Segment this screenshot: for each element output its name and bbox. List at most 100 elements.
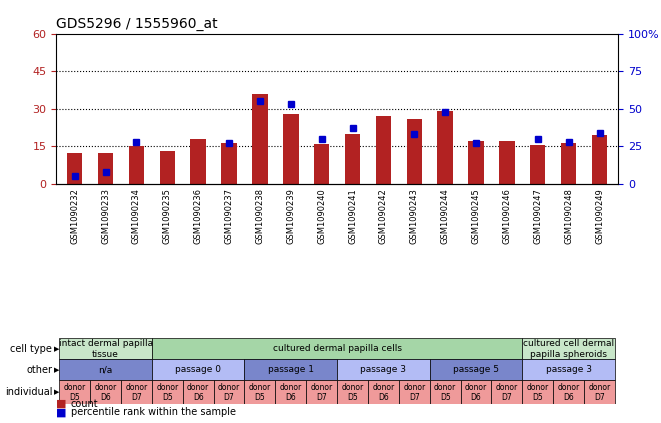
Text: ▶: ▶ xyxy=(54,346,59,352)
Bar xyxy=(345,134,360,184)
Bar xyxy=(152,360,245,380)
Text: ▶: ▶ xyxy=(54,389,59,395)
Bar xyxy=(90,380,121,404)
Bar xyxy=(314,144,329,184)
Text: D6: D6 xyxy=(563,393,574,402)
Bar xyxy=(430,360,522,380)
Bar xyxy=(245,360,337,380)
Text: passage 3: passage 3 xyxy=(545,365,592,374)
Text: passage 3: passage 3 xyxy=(360,365,407,374)
Text: n/a: n/a xyxy=(98,365,113,374)
Text: count: count xyxy=(71,399,98,409)
Bar xyxy=(522,360,615,380)
Text: D7: D7 xyxy=(131,393,142,402)
Text: donor: donor xyxy=(63,383,86,392)
Bar xyxy=(221,143,237,184)
Text: D7: D7 xyxy=(409,393,420,402)
Bar xyxy=(152,338,522,360)
Text: GSM1090245: GSM1090245 xyxy=(471,188,481,244)
Bar xyxy=(561,143,576,184)
Text: GSM1090235: GSM1090235 xyxy=(163,188,172,244)
Bar xyxy=(59,338,152,360)
Bar xyxy=(438,111,453,184)
Text: GSM1090248: GSM1090248 xyxy=(564,188,573,244)
Text: ■: ■ xyxy=(56,407,67,418)
Text: D6: D6 xyxy=(286,393,296,402)
Text: D7: D7 xyxy=(317,393,327,402)
Text: GDS5296 / 1555960_at: GDS5296 / 1555960_at xyxy=(56,17,218,31)
Text: cell type: cell type xyxy=(11,344,52,354)
Bar xyxy=(553,380,584,404)
Text: ▶: ▶ xyxy=(54,367,59,373)
Text: passage 1: passage 1 xyxy=(268,365,314,374)
Text: D7: D7 xyxy=(223,393,235,402)
Text: D5: D5 xyxy=(347,393,358,402)
Bar xyxy=(98,153,113,184)
Text: donor: donor xyxy=(557,383,580,392)
Bar xyxy=(468,141,484,184)
Bar xyxy=(461,380,492,404)
Text: D5: D5 xyxy=(162,393,173,402)
Bar xyxy=(59,380,90,404)
Text: GSM1090234: GSM1090234 xyxy=(132,188,141,244)
Text: D5: D5 xyxy=(69,393,80,402)
Text: passage 0: passage 0 xyxy=(175,365,221,374)
Text: intact dermal papilla
tissue: intact dermal papilla tissue xyxy=(59,339,153,359)
Bar xyxy=(214,380,245,404)
Text: donor: donor xyxy=(311,383,332,392)
Text: D5: D5 xyxy=(532,393,543,402)
Text: D6: D6 xyxy=(193,393,204,402)
Text: donor: donor xyxy=(434,383,456,392)
Text: GSM1090247: GSM1090247 xyxy=(533,188,542,244)
Text: GSM1090249: GSM1090249 xyxy=(595,188,604,244)
Bar xyxy=(121,380,152,404)
Text: donor: donor xyxy=(496,383,518,392)
Text: donor: donor xyxy=(465,383,487,392)
Text: GSM1090233: GSM1090233 xyxy=(101,188,110,244)
Text: GSM1090244: GSM1090244 xyxy=(441,188,449,244)
Text: cultured dermal papilla cells: cultured dermal papilla cells xyxy=(272,344,402,353)
Text: other: other xyxy=(26,365,52,375)
Bar xyxy=(190,139,206,184)
Text: donor: donor xyxy=(95,383,117,392)
Text: donor: donor xyxy=(403,383,426,392)
Bar xyxy=(182,380,214,404)
Text: D7: D7 xyxy=(594,393,605,402)
Bar xyxy=(492,380,522,404)
Bar xyxy=(375,116,391,184)
Text: passage 5: passage 5 xyxy=(453,365,499,374)
Bar xyxy=(129,146,144,184)
Bar xyxy=(337,360,430,380)
Text: GSM1090243: GSM1090243 xyxy=(410,188,419,244)
Text: GSM1090241: GSM1090241 xyxy=(348,188,357,244)
Text: individual: individual xyxy=(5,387,52,397)
Text: GSM1090239: GSM1090239 xyxy=(286,188,295,244)
Bar xyxy=(530,145,545,184)
Bar xyxy=(407,119,422,184)
Text: donor: donor xyxy=(527,383,549,392)
Text: GSM1090242: GSM1090242 xyxy=(379,188,388,244)
Bar xyxy=(368,380,399,404)
Bar xyxy=(159,151,175,184)
Text: D6: D6 xyxy=(471,393,481,402)
Bar xyxy=(306,380,337,404)
Bar xyxy=(276,380,306,404)
Text: donor: donor xyxy=(372,383,395,392)
Text: donor: donor xyxy=(156,383,178,392)
Text: ■: ■ xyxy=(56,399,67,409)
Bar xyxy=(337,380,368,404)
Bar xyxy=(399,380,430,404)
Bar xyxy=(522,338,615,360)
Bar xyxy=(59,360,152,380)
Bar xyxy=(584,380,615,404)
Text: cultured cell dermal
papilla spheroids: cultured cell dermal papilla spheroids xyxy=(523,339,614,359)
Text: donor: donor xyxy=(126,383,147,392)
Bar xyxy=(283,114,299,184)
Text: D5: D5 xyxy=(254,393,265,402)
Bar xyxy=(245,380,276,404)
Text: GSM1090240: GSM1090240 xyxy=(317,188,326,244)
Text: GSM1090238: GSM1090238 xyxy=(255,188,264,244)
Bar xyxy=(522,380,553,404)
Text: D7: D7 xyxy=(502,393,512,402)
Text: GSM1090232: GSM1090232 xyxy=(70,188,79,244)
